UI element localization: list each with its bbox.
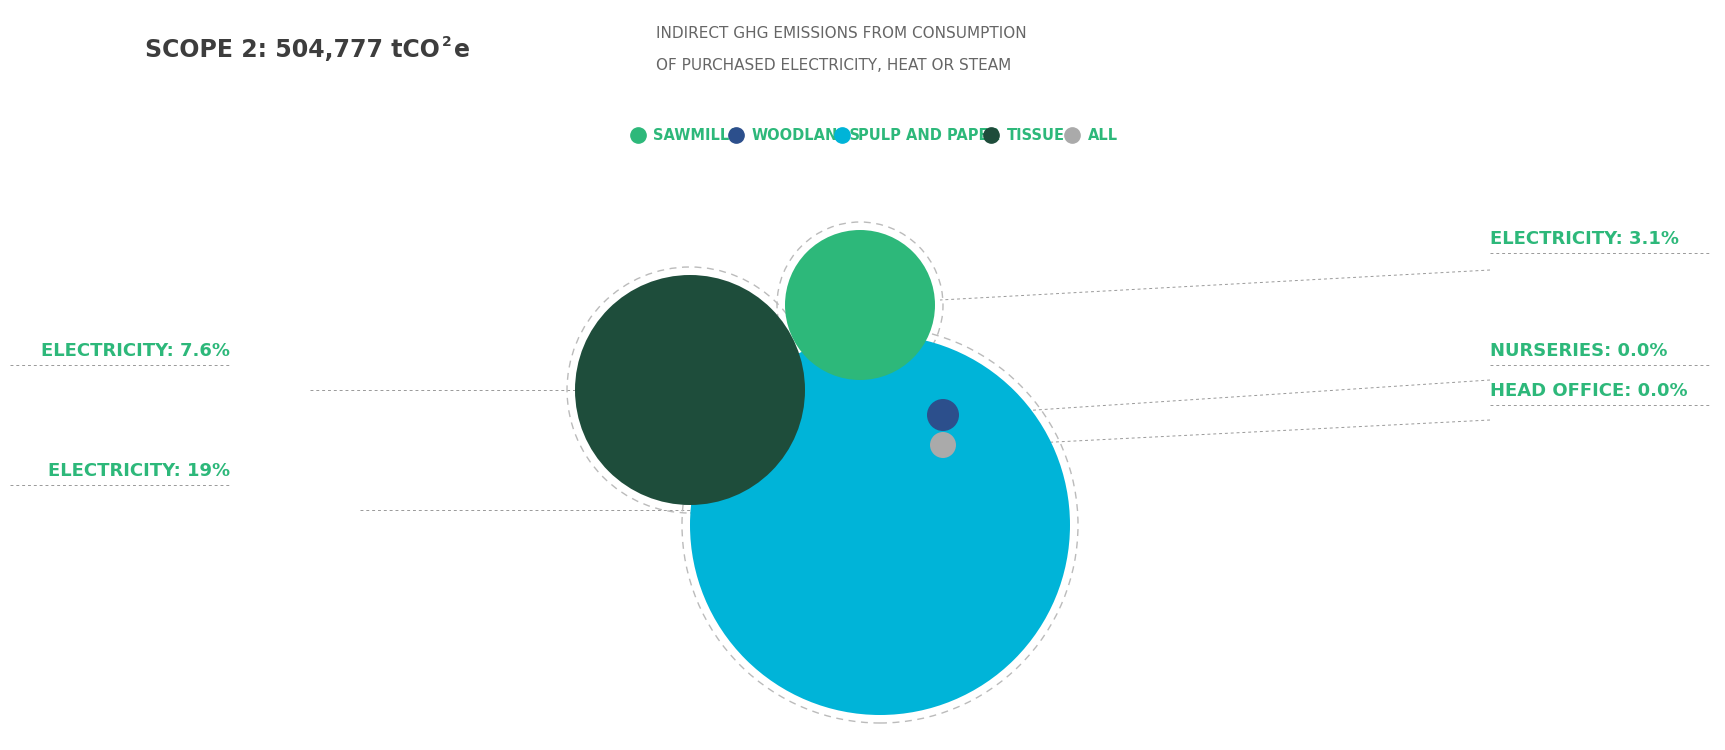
Text: WOODLANDS: WOODLANDS — [752, 128, 861, 142]
Ellipse shape — [690, 335, 1070, 715]
Text: ALL: ALL — [1088, 128, 1118, 142]
Text: OF PURCHASED ELECTRICITY, HEAT OR STEAM: OF PURCHASED ELECTRICITY, HEAT OR STEAM — [656, 58, 1011, 74]
Text: SAWMILLS: SAWMILLS — [654, 128, 740, 142]
Ellipse shape — [785, 230, 935, 380]
Ellipse shape — [930, 432, 956, 458]
Text: ELECTRICITY: 7.6%: ELECTRICITY: 7.6% — [41, 342, 229, 360]
Text: ELECTRICITY: 3.1%: ELECTRICITY: 3.1% — [1490, 230, 1678, 248]
Text: HEAD OFFICE: 0.0%: HEAD OFFICE: 0.0% — [1490, 382, 1687, 400]
Text: ELECTRICITY: 19%: ELECTRICITY: 19% — [48, 462, 229, 480]
Text: TISSUE: TISSUE — [1007, 128, 1064, 142]
Text: 2: 2 — [442, 35, 452, 49]
Text: PULP AND PAPER: PULP AND PAPER — [857, 128, 1000, 142]
Text: e: e — [454, 38, 469, 62]
Text: INDIRECT GHG EMISSIONS FROM CONSUMPTION: INDIRECT GHG EMISSIONS FROM CONSUMPTION — [656, 26, 1026, 41]
Ellipse shape — [574, 275, 806, 505]
Text: NURSERIES: 0.0%: NURSERIES: 0.0% — [1490, 342, 1668, 360]
Text: SCOPE 2: 504,777 tCO: SCOPE 2: 504,777 tCO — [145, 38, 440, 62]
Ellipse shape — [926, 399, 959, 431]
